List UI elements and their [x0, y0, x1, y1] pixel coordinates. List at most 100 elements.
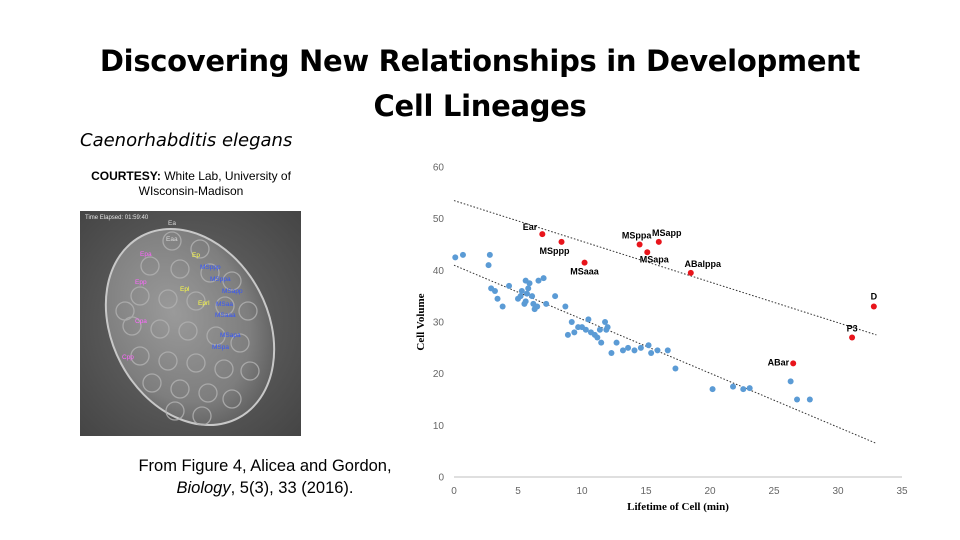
cell-label: Epp [135, 279, 147, 286]
embryo-micrograph: Time Elapsed: 01:59:40 Ea Eaa Epa Ep MSppp Ep… [80, 211, 301, 436]
citation-line1: From Figure 4, Alicea and Gordon, [138, 457, 392, 475]
cell-label: MSppp [200, 264, 221, 271]
citation-details: , 5(3), 33 (2016). [230, 479, 354, 497]
cell-label: MSaaa [215, 312, 236, 319]
cell-label: Eaa [166, 236, 178, 243]
blue-data-point [619, 347, 626, 354]
blue-data-point [571, 329, 578, 336]
cell-label: Ea [168, 220, 176, 227]
blue-data-point [613, 339, 620, 346]
blue-data-point [486, 251, 493, 258]
cell-label: MSaa [216, 301, 233, 308]
x-tick-label: 20 [704, 486, 716, 497]
y-tick-label: 40 [433, 266, 445, 277]
cell-label: MSapp [222, 288, 243, 295]
blue-data-point [672, 365, 679, 372]
blue-data-point [523, 290, 530, 297]
red-data-point [687, 269, 694, 276]
cell-label: Eprl [198, 300, 210, 307]
blue-data-point [517, 293, 524, 300]
blue-data-point [625, 344, 632, 351]
courtesy-label: COURTESY: [91, 169, 161, 183]
blue-data-point [806, 396, 813, 403]
species-name: Caenorhabditis elegans [80, 130, 293, 151]
point-annotation: ABar [768, 357, 790, 367]
y-tick-label: 60 [433, 163, 445, 174]
blue-data-point [543, 300, 550, 307]
blue-data-point [602, 319, 609, 325]
cell-label: MSppa [210, 276, 231, 283]
trend-line [453, 264, 877, 444]
blue-data-point [562, 303, 569, 310]
cell-label: MSapa [220, 332, 241, 339]
blue-data-point [608, 350, 615, 356]
blue-data-point [540, 275, 547, 282]
red-data-point [581, 259, 588, 266]
blue-data-point [709, 386, 716, 393]
blue-data-point [494, 295, 501, 302]
blue-data-point [740, 386, 747, 393]
blue-data-point [529, 293, 536, 300]
blue-data-point [526, 280, 533, 287]
point-annotation: MSppp [540, 246, 570, 256]
blue-data-point [598, 339, 605, 346]
blue-data-point [730, 383, 737, 390]
courtesy-text: White Lab, University of WIsconsin-Madis… [138, 169, 291, 198]
cell-label: Epl [180, 286, 190, 293]
blue-data-point [645, 342, 652, 349]
point-annotation: P3 [847, 324, 858, 334]
blue-data-point [485, 262, 492, 269]
red-data-point [539, 231, 546, 238]
x-tick-label: 35 [896, 486, 908, 497]
cell-label: Epa [140, 251, 152, 258]
cell-label: Cpp [122, 354, 134, 361]
red-data-point [655, 238, 662, 245]
citation-journal: Biology [176, 479, 231, 497]
x-tick-label: 30 [832, 486, 844, 497]
blue-data-point [631, 347, 638, 354]
point-annotation: MSapa [640, 254, 670, 264]
y-tick-label: 0 [438, 473, 444, 484]
trend-line [453, 200, 877, 336]
red-data-point [849, 334, 856, 341]
blue-data-point [534, 303, 541, 310]
x-tick-label: 15 [640, 486, 652, 497]
blue-data-point [582, 326, 589, 333]
blue-data-point [525, 285, 532, 292]
blue-data-point [787, 378, 794, 385]
point-annotation: MSaaa [570, 267, 600, 277]
y-tick-label: 20 [433, 369, 445, 380]
point-annotation: D [871, 292, 878, 302]
y-tick-label: 50 [433, 214, 445, 225]
blue-data-point [552, 293, 559, 300]
blue-data-point [664, 347, 671, 354]
blue-data-point [794, 396, 801, 403]
blue-data-point [648, 350, 655, 356]
point-annotation: MSapp [652, 228, 682, 238]
point-annotation: Ear [523, 222, 538, 232]
red-data-point [790, 360, 797, 367]
slide-title-line2: Cell Lineages [373, 89, 587, 123]
blue-data-point [564, 331, 571, 338]
y-tick-label: 30 [433, 318, 445, 329]
point-annotation: ABalppa [685, 259, 723, 269]
x-tick-label: 5 [515, 486, 521, 497]
blue-data-point [594, 334, 601, 341]
blue-data-point [459, 251, 466, 258]
blue-data-point [499, 303, 506, 310]
cell-label: Ep [192, 252, 200, 259]
y-axis-label: Cell Volume [415, 293, 427, 350]
x-tick-label: 0 [451, 486, 457, 497]
red-data-point [644, 249, 651, 256]
blue-data-point [568, 319, 575, 325]
cell-label: Cpa [135, 318, 147, 325]
point-annotation: MSppa [622, 231, 652, 241]
x-tick-label: 10 [576, 486, 588, 497]
red-data-point [636, 241, 643, 248]
slide-title-line1: Discovering New Relationships in Develop… [99, 44, 861, 78]
blue-data-point [491, 288, 498, 294]
time-elapsed-label: Time Elapsed: 01:59:40 [85, 215, 149, 221]
blue-data-point [746, 385, 753, 392]
cell-label: MSpa [212, 344, 229, 351]
blue-data-point [535, 277, 542, 284]
